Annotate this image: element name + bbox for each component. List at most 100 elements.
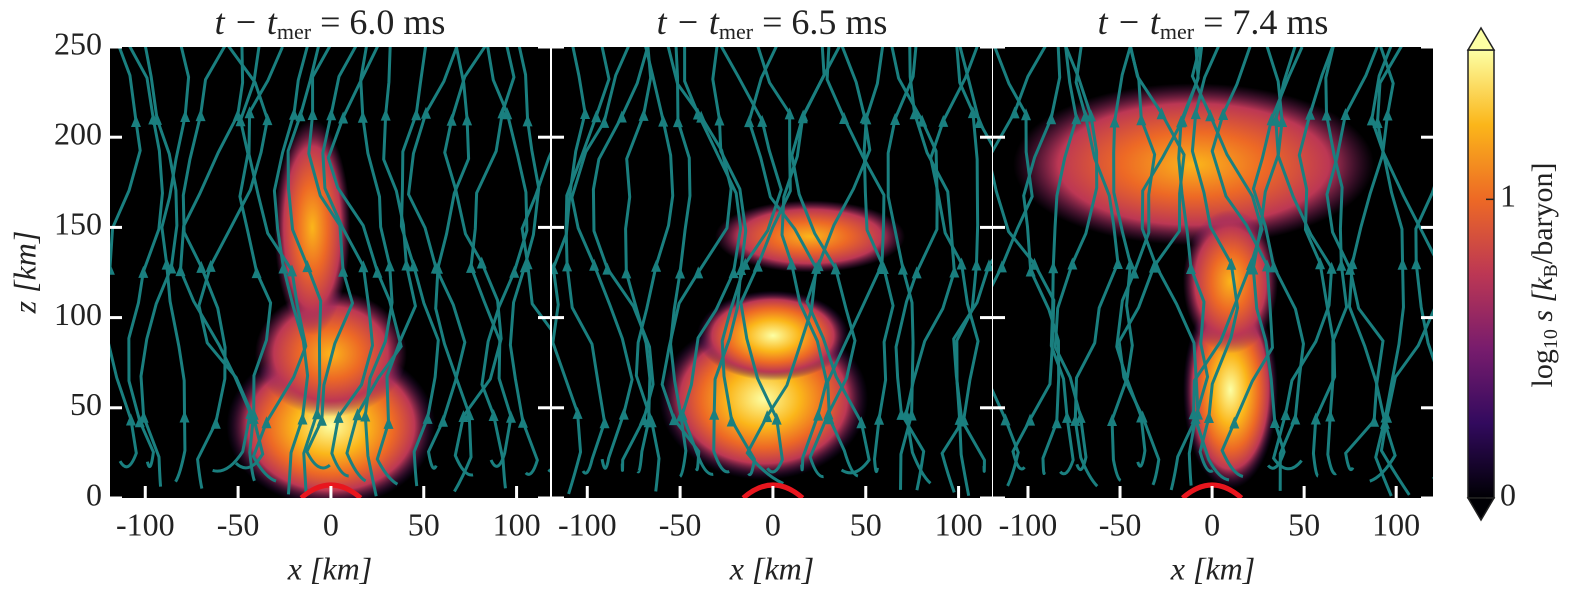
- streamline: [552, 47, 587, 495]
- x-tick-label: 50: [408, 506, 440, 542]
- x-tick-label: -100: [558, 506, 617, 542]
- streamline: [890, 47, 939, 491]
- streamline: [399, 47, 440, 487]
- streamline: [1210, 47, 1274, 478]
- colorbar-label: log10 s [kB/baryon]: [1526, 163, 1562, 388]
- x-tick-label: 0: [1204, 506, 1220, 542]
- panel-title: t − tmer = 6.0 ms: [215, 2, 446, 44]
- remnant-boundary: [1180, 482, 1244, 498]
- colorbar-tick-label: 1: [1500, 178, 1516, 214]
- streamline: [1251, 47, 1305, 491]
- title-part: mer: [719, 19, 754, 44]
- streamline: [247, 47, 308, 483]
- streamline: [434, 47, 473, 493]
- streamline: [955, 47, 980, 497]
- title-part: t − t: [215, 2, 278, 42]
- streamline: [321, 47, 375, 478]
- stream-arrow: [1433, 258, 1443, 270]
- colorbar-tick-label: 0: [1500, 476, 1516, 512]
- panel: [993, 45, 1448, 500]
- streamline: [520, 151, 550, 473]
- title-part: = 7.4 ms: [1194, 2, 1328, 42]
- streamline: [1110, 47, 1134, 482]
- x-tick-label: -100: [999, 506, 1058, 542]
- label-part: 10: [1540, 329, 1562, 349]
- streamline: [1414, 186, 1433, 480]
- streamline: [326, 47, 403, 483]
- x-tick-label: 50: [1288, 506, 1320, 542]
- field: [552, 47, 992, 498]
- streamline: [480, 47, 529, 489]
- title-part: t − t: [657, 2, 720, 42]
- x-tick-label: -50: [1099, 506, 1142, 542]
- x-tick-label: -50: [217, 506, 260, 542]
- x-axis-label: x [km]: [729, 550, 814, 586]
- streamline: [634, 47, 675, 492]
- streamline: [862, 47, 895, 474]
- streamline: [286, 47, 323, 495]
- y-tick-label: 50: [70, 386, 102, 422]
- streamline: [886, 47, 918, 490]
- panel-title: t − tmer = 6.5 ms: [657, 2, 888, 44]
- streamline: [904, 47, 956, 485]
- y-tick-label: 150: [54, 206, 102, 242]
- streamline: [238, 47, 273, 482]
- streamline: [952, 47, 992, 473]
- streamline: [1324, 47, 1349, 476]
- streamline: [1376, 47, 1433, 496]
- streamline: [1190, 47, 1240, 473]
- x-tick-label: 0: [765, 506, 781, 542]
- x-axis-label: x [km]: [1170, 550, 1255, 586]
- streamline: [1271, 47, 1334, 471]
- x-axis-label: x [km]: [287, 550, 372, 586]
- streamline: [719, 47, 783, 477]
- streamline: [181, 47, 227, 489]
- colorbar: [1467, 49, 1495, 499]
- streamline: [469, 47, 516, 468]
- y-axis-label: z [km]: [6, 231, 42, 315]
- streamline: [139, 47, 179, 487]
- label-part: log: [1526, 349, 1559, 387]
- streamline: [591, 47, 655, 472]
- streamline: [443, 47, 503, 477]
- title-part: mer: [277, 19, 312, 44]
- streamline: [359, 47, 394, 497]
- field: [993, 47, 1448, 498]
- entropy-blob: [1013, 83, 1375, 246]
- colorbar-extend-max: [1466, 26, 1496, 51]
- streamline: [1297, 47, 1337, 478]
- y-tick-label: 100: [54, 296, 102, 332]
- field: [110, 47, 550, 498]
- streamline: [1022, 47, 1062, 476]
- y-tick-label: 200: [54, 116, 102, 152]
- x-tick-label: 100: [935, 506, 983, 542]
- streamline: [110, 47, 142, 469]
- x-tick-label: 100: [1372, 506, 1420, 542]
- streamline: [739, 47, 792, 474]
- panel: [110, 45, 550, 500]
- stream-arrow: [1438, 412, 1448, 424]
- streamline: [1053, 47, 1099, 472]
- streamline: [993, 47, 1056, 471]
- streamline: [564, 47, 611, 475]
- x-tick-label: 0: [323, 506, 339, 542]
- streamline: [1049, 47, 1078, 476]
- x-tick-label: 100: [493, 506, 541, 542]
- label-part: s [k: [1526, 277, 1559, 329]
- streamline: [272, 47, 310, 495]
- y-tick-label: 0: [86, 476, 102, 512]
- x-tick-label: -100: [116, 506, 175, 542]
- x-tick-label: -50: [659, 506, 702, 542]
- streamline: [160, 47, 191, 483]
- label-part: /baryon]: [1526, 163, 1559, 265]
- colorbar-extend-min: [1466, 497, 1496, 522]
- label-part: B: [1540, 264, 1562, 277]
- panel-title: t − tmer = 7.4 ms: [1098, 2, 1329, 44]
- entropy-blob: [1182, 209, 1278, 354]
- stream-arrow: [1437, 112, 1447, 124]
- y-tick-label: 250: [54, 25, 102, 61]
- streamline: [375, 47, 417, 486]
- streamline: [1190, 47, 1264, 482]
- streamline: [1251, 47, 1286, 470]
